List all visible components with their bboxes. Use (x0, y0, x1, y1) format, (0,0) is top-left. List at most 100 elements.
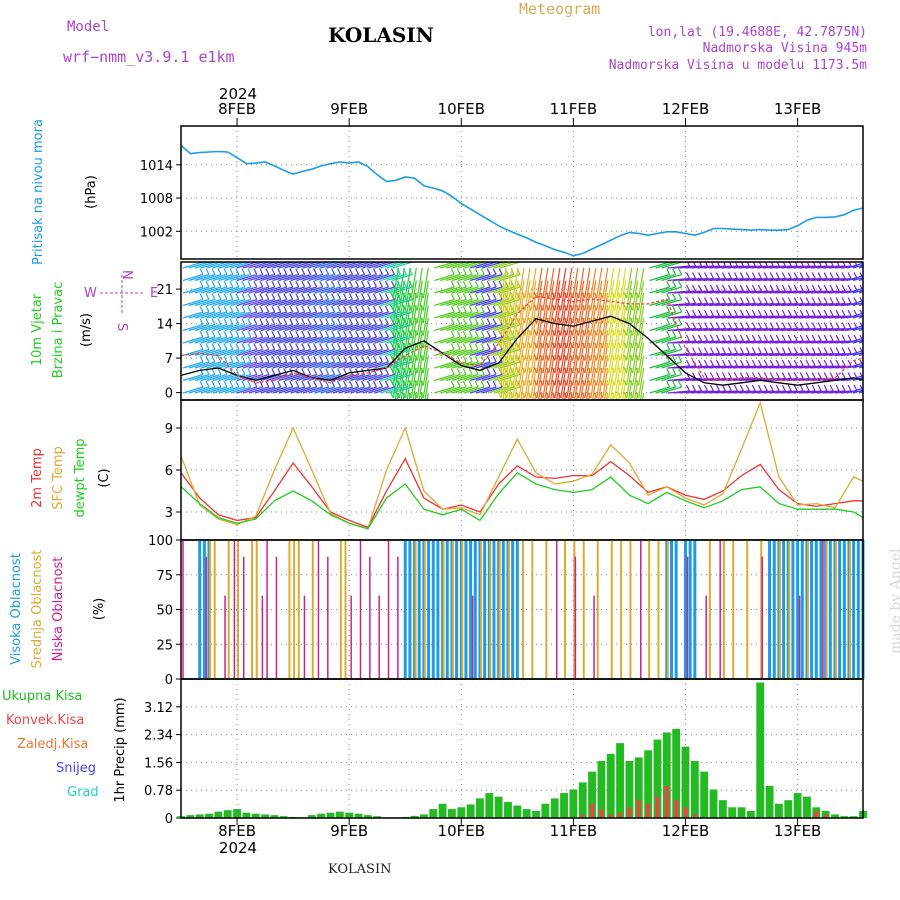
wind-barb (590, 342, 597, 374)
wind-barb (260, 273, 281, 282)
wind-barb-flag (817, 284, 822, 292)
wind-barb-flag (384, 380, 389, 388)
wind-barb-flag (847, 322, 852, 329)
wind-barb (464, 386, 485, 394)
wind-barb (414, 392, 417, 400)
wind-barb (504, 392, 507, 400)
wind-barb (638, 305, 645, 336)
precip-total-bar (709, 789, 718, 818)
legend-freezing-rain: Zaledj.Kisa (17, 737, 88, 752)
panel-precip: 3.122.341.560.780 (144, 678, 867, 827)
wind-barb (554, 305, 561, 336)
wind-barb-flag (551, 291, 556, 299)
wind-barb-flag (612, 405, 615, 411)
wind-barb-flag (823, 309, 828, 317)
wind-barb (481, 386, 503, 394)
wind-barb (548, 267, 555, 299)
wind-barb (500, 367, 507, 399)
wind-barb (206, 311, 228, 319)
wind-barb (266, 373, 287, 382)
wind-barb-flag (450, 330, 455, 338)
wind-barb-flag (793, 359, 798, 367)
wind-barb-flag (593, 304, 598, 311)
wind-barb (254, 323, 275, 332)
wind-barb-flag (515, 366, 520, 374)
wind-barb (218, 262, 240, 269)
wind-barb-flag (349, 343, 354, 350)
wind-barb-flag (876, 319, 879, 325)
wind-barb-flag (623, 304, 628, 311)
wind-barb-flag (395, 379, 400, 386)
wind-barb (200, 323, 222, 332)
wind-barb-flag (698, 262, 703, 267)
wind-barb-flag (528, 405, 531, 411)
wind-barb (398, 330, 405, 361)
wind-barb (398, 355, 405, 386)
wind-barb-flag (672, 343, 677, 350)
wind-barb (512, 367, 519, 399)
wind-barb-flag (337, 355, 342, 363)
wind-barb-flag (635, 379, 640, 386)
wind-barb-flag (509, 304, 514, 311)
wind-barb (608, 367, 615, 399)
wind-barb (603, 380, 609, 400)
wind-barb-flag (763, 284, 768, 292)
wind-barb (608, 280, 615, 311)
wind-barb-flag (343, 268, 348, 275)
wind-barb-flag (781, 372, 786, 379)
wind-barb-flag (799, 372, 804, 379)
wind-barb-flag (709, 359, 715, 367)
wind-barb (566, 355, 573, 386)
wind-barb (579, 380, 585, 400)
wind-barb-flag (545, 341, 550, 349)
wind-barb-flag (515, 354, 520, 361)
wind-barb (530, 267, 537, 299)
wind-barb (518, 317, 525, 349)
wind-barb-flag (462, 305, 467, 313)
wind-barb (272, 348, 293, 357)
wind-barb-flag (407, 316, 412, 324)
wind-barb (596, 367, 603, 399)
wind-barb (260, 311, 281, 319)
wind-barb (846, 300, 863, 307)
wind-barb (326, 286, 347, 294)
wind-barb-flag (331, 293, 336, 300)
wind-barb-flag (199, 343, 204, 350)
wind-barb-flag (307, 380, 312, 388)
wind-barb (206, 286, 228, 294)
precip-total-bar (550, 798, 559, 818)
wind-barb (614, 342, 621, 374)
wind-barb-flag (841, 359, 846, 367)
wind-barb (326, 298, 347, 307)
precip-total-bar (354, 813, 363, 818)
wind-barb-flag (301, 380, 306, 388)
wind-barb (566, 342, 573, 374)
precip-total-bar (429, 809, 438, 818)
wind-barb-flag (492, 368, 497, 375)
wind-barb-flag (389, 304, 394, 311)
wind-barb-flag (515, 379, 520, 386)
pressure-line (180, 144, 864, 257)
wind-barb (475, 323, 497, 332)
wind-barb-flag (757, 297, 762, 304)
wind-barb (452, 336, 473, 344)
wind-barb (426, 392, 429, 400)
wind-barb-flag (407, 354, 412, 361)
wind-barb-flag (666, 305, 671, 313)
wind-barb (524, 267, 531, 299)
precip-total-bar (532, 810, 540, 818)
wind-barb-flag (563, 304, 568, 311)
wind-barb (655, 323, 676, 332)
precip-total-bar (578, 782, 587, 818)
wind-barb-flag (325, 280, 330, 288)
wind-barb-flag (666, 280, 671, 288)
temp-sfc-label: SFC Temp (51, 446, 66, 510)
wind-barb-flag (703, 384, 709, 392)
wind-barb-flag (295, 343, 300, 350)
wind-barb (212, 298, 234, 307)
wind-barb-flag (259, 343, 264, 350)
wind-barb-flag (629, 354, 634, 361)
wind-barb-flag (313, 305, 318, 313)
wind-barb (272, 336, 293, 344)
wind-barb (596, 292, 603, 324)
